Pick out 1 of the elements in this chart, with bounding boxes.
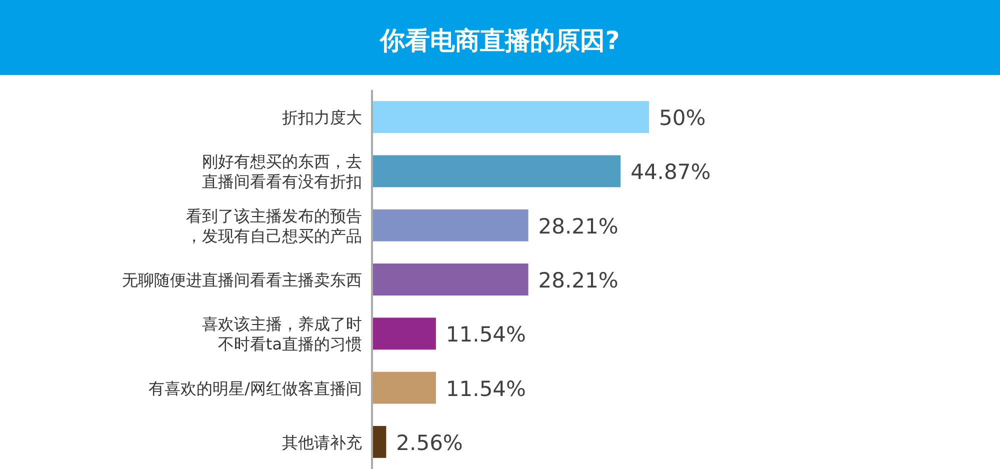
title: 你看电商直播的原因? bbox=[380, 26, 620, 55]
